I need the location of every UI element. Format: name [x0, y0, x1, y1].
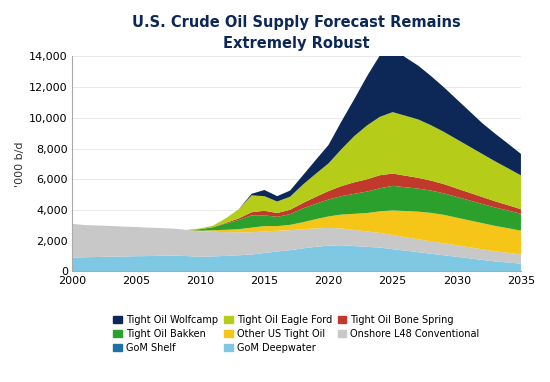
Legend: Tight Oil Wolfcamp, Tight Oil Bakken, GoM Shelf, Tight Oil Eagle Ford, Other US : Tight Oil Wolfcamp, Tight Oil Bakken, Go…: [113, 315, 480, 353]
Y-axis label: '000 b/d: '000 b/d: [15, 141, 25, 187]
Title: U.S. Crude Oil Supply Forecast Remains
Extremely Robust: U.S. Crude Oil Supply Forecast Remains E…: [132, 15, 461, 51]
